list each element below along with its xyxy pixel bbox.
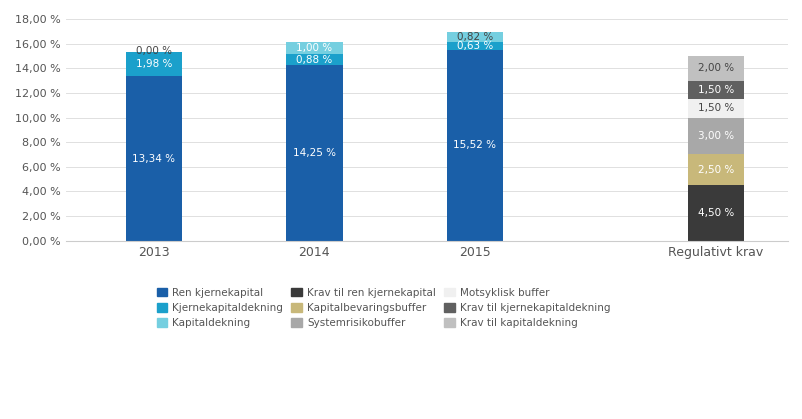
Text: 1,00 %: 1,00 %	[296, 43, 332, 53]
Text: 1,98 %: 1,98 %	[136, 59, 172, 69]
Text: 0,63 %: 0,63 %	[456, 41, 492, 51]
Text: 1,50 %: 1,50 %	[697, 85, 733, 95]
Text: 13,34 %: 13,34 %	[132, 153, 175, 163]
Bar	[687, 80, 743, 99]
Text: 4,50 %: 4,50 %	[697, 208, 733, 218]
Text: 14,25 %: 14,25 %	[293, 148, 335, 158]
Bar	[126, 52, 182, 76]
Text: 2,00 %: 2,00 %	[697, 63, 733, 73]
Bar	[286, 65, 342, 241]
Bar	[286, 54, 342, 65]
Bar	[447, 32, 502, 42]
Bar	[687, 185, 743, 241]
Text: 3,00 %: 3,00 %	[697, 131, 733, 141]
Bar	[126, 76, 182, 241]
Bar	[447, 42, 502, 49]
Legend: Ren kjernekapital, Kjernekapitaldekning, Kapitaldekning, Krav til ren kjernekapi: Ren kjernekapital, Kjernekapitaldekning,…	[152, 284, 614, 332]
Text: 1,50 %: 1,50 %	[697, 103, 733, 113]
Bar	[447, 49, 502, 241]
Text: 15,52 %: 15,52 %	[453, 140, 496, 150]
Bar	[687, 99, 743, 118]
Bar	[286, 42, 342, 54]
Text: 0,00 %: 0,00 %	[136, 46, 172, 56]
Text: 0,88 %: 0,88 %	[296, 55, 332, 65]
Text: 2,50 %: 2,50 %	[697, 165, 733, 175]
Text: 0,82 %: 0,82 %	[456, 32, 492, 42]
Bar	[687, 155, 743, 185]
Bar	[687, 56, 743, 80]
Bar	[687, 118, 743, 155]
